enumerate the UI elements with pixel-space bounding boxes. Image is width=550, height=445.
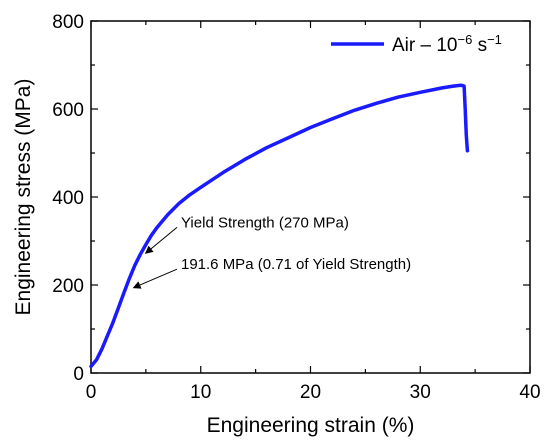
- y-tick-label: 200: [52, 276, 84, 297]
- legend-series-unit: s: [472, 35, 487, 56]
- y-axis-title: Engineering stress (MPa): [12, 79, 35, 316]
- x-tick-label: 30: [410, 382, 431, 403]
- annotation-label: 191.6 MPa (0.71 of Yield Strength): [181, 256, 411, 273]
- legend-label-air: Air – 10−6 s−1: [392, 32, 502, 57]
- y-tick-label: 800: [52, 12, 84, 33]
- x-axis-title: Engineering strain (%): [207, 414, 415, 437]
- annotation-arrow: [132, 268, 178, 289]
- legend: Air – 10−6 s−1: [331, 32, 502, 57]
- annotation-arrow: [144, 227, 178, 254]
- legend-series-exponent: −6: [457, 32, 472, 47]
- y-tick-label: 400: [52, 188, 84, 209]
- y-tick-label: 600: [52, 100, 84, 121]
- x-tick-label: 20: [300, 382, 321, 403]
- x-tick-label: 10: [190, 382, 211, 403]
- plot-frame: [90, 20, 531, 374]
- series-line-air: [89, 83, 470, 369]
- legend-series-unit-exponent: −1: [487, 32, 502, 47]
- y-tick-label: 0: [73, 364, 84, 385]
- x-tick-label: 40: [519, 382, 540, 403]
- annotation-label: Yield Strength (270 MPa): [181, 214, 349, 231]
- x-tick-label: 0: [86, 382, 97, 403]
- legend-series-name: Air – 10: [392, 35, 457, 56]
